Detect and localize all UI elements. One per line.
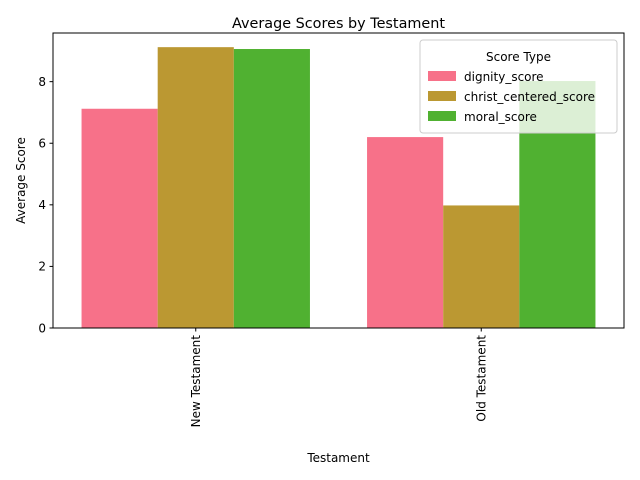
bar-dignity-score-2 <box>367 137 444 328</box>
bar-christ-centered-score-1 <box>157 47 234 329</box>
y-tick-label: 2 <box>38 260 46 274</box>
plot-frame <box>52 32 625 329</box>
bar-christ-centered-score-2 <box>443 205 520 328</box>
x-tick-label: Old Testament <box>475 335 489 422</box>
chart-title: Average Scores by Testament <box>232 16 445 32</box>
bars-group <box>81 47 596 329</box>
bar-moral-score-1 <box>233 49 310 329</box>
y-tick-label: 6 <box>38 137 46 151</box>
x-axis: New Testament Old Testament <box>189 328 489 427</box>
y-axis-label: Average Score <box>14 137 28 224</box>
legend-box <box>419 39 618 134</box>
y-tick-label: 8 <box>38 75 46 89</box>
legend-label: christ_centered_score <box>464 90 595 104</box>
legend-swatch <box>428 71 456 81</box>
legend: Score Type dignity_score christ_centered_s… <box>419 39 618 134</box>
legend-title: Score Type <box>486 50 551 64</box>
legend-label: dignity_score <box>464 70 544 84</box>
bar-dignity-score-1 <box>81 108 158 329</box>
y-tick-label: 0 <box>38 321 46 335</box>
legend-swatch <box>428 111 456 121</box>
x-tick-label: New Testament <box>189 335 203 428</box>
x-axis-label: Testament <box>306 451 370 465</box>
legend-swatch <box>428 91 456 101</box>
legend-label: moral_score <box>464 110 537 124</box>
y-axis: 0 2 4 6 8 <box>38 75 53 335</box>
y-tick-label: 4 <box>38 198 46 212</box>
